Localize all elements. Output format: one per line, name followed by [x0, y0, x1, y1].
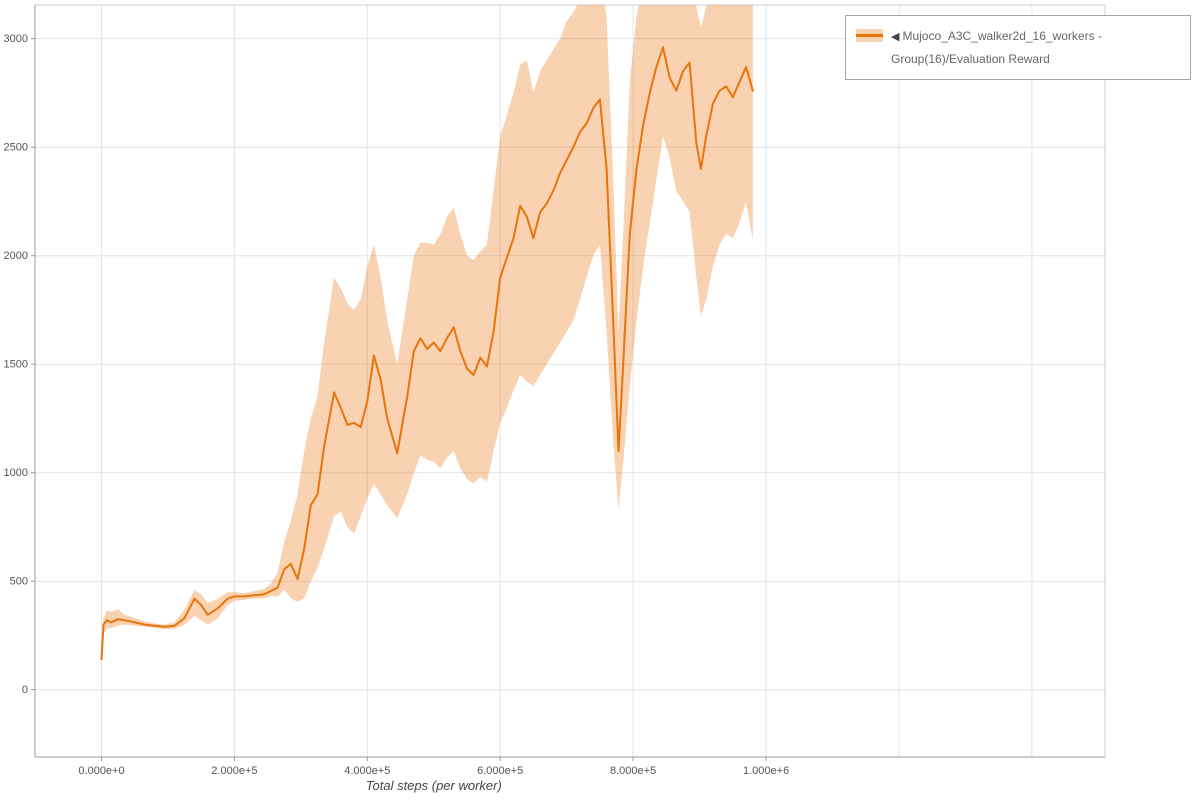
mean-line [100, 46, 754, 661]
y-tick-label: 500 [10, 576, 28, 588]
legend-swatch-band [856, 29, 883, 42]
x-axis-title: Total steps (per worker) [366, 778, 502, 793]
x-tick-label: 6.000e+5 [477, 765, 523, 777]
confidence-band [101, 5, 753, 662]
x-tick-label: 0.000e+0 [78, 765, 124, 777]
x-tick-label: 8.000e+5 [610, 765, 656, 777]
y-tick-label: 0 [22, 684, 28, 696]
y-tick-label: 1000 [4, 467, 28, 479]
x-tick-label: 4.000e+5 [344, 765, 390, 777]
legend: ◀ Mujoco_A3C_walker2d_16_workers - Group(… [845, 15, 1191, 80]
y-tick-label: 1500 [4, 359, 28, 371]
x-tick-label: 1.000e+6 [743, 765, 789, 777]
x-tick-label: 2.000e+5 [211, 765, 257, 777]
y-tick-label: 3000 [4, 33, 28, 45]
y-tick-label: 2000 [4, 250, 28, 262]
legend-label: ◀ Mujoco_A3C_walker2d_16_workers - Group(… [891, 25, 1180, 70]
legend-collapse-icon[interactable]: ◀ [891, 31, 900, 43]
legend-item[interactable]: ◀ Mujoco_A3C_walker2d_16_workers - Group(… [856, 25, 1180, 70]
legend-entry-label: Mujoco_A3C_walker2d_16_workers - Group(1… [891, 29, 1102, 66]
legend-swatch-line [856, 34, 883, 37]
y-tick-label: 2500 [4, 142, 28, 154]
